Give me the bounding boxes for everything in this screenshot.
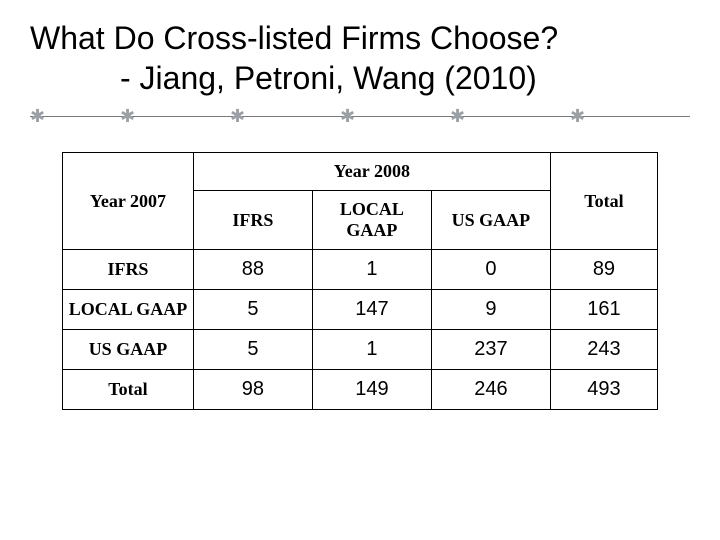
cell: 5	[193, 290, 312, 330]
cell: 149	[312, 370, 431, 410]
sub-col-header: IFRS	[193, 191, 312, 250]
table-row: US GAAP 5 1 237 243	[63, 330, 658, 370]
asterisk-icon: ✱	[450, 106, 465, 127]
row-group-header: Year 2007	[63, 153, 194, 250]
slide-title-block: What Do Cross-listed Firms Choose? - Jia…	[0, 0, 720, 106]
row-header: Total	[63, 370, 194, 410]
row-header: IFRS	[63, 250, 194, 290]
sub-col-header: US GAAP	[431, 191, 550, 250]
decorative-divider: ✱ ✱ ✱ ✱ ✱ ✱	[30, 110, 690, 124]
cell: 161	[550, 290, 657, 330]
cell: 98	[193, 370, 312, 410]
sub-col-header: LOCAL GAAP	[312, 191, 431, 250]
cell: 9	[431, 290, 550, 330]
title-line-1: What Do Cross-listed Firms Choose?	[30, 18, 690, 58]
row-header: US GAAP	[63, 330, 194, 370]
title-line-2: - Jiang, Petroni, Wang (2010)	[30, 58, 690, 98]
asterisk-icon: ✱	[30, 106, 45, 127]
table-header-row-1: Year 2007 Year 2008 Total	[63, 153, 658, 191]
cell: 0	[431, 250, 550, 290]
cell: 493	[550, 370, 657, 410]
asterisk-icon: ✱	[120, 106, 135, 127]
cell: 1	[312, 330, 431, 370]
cross-listed-table: Year 2007 Year 2008 Total IFRS LOCAL GAA…	[62, 152, 658, 410]
asterisk-icon: ✱	[230, 106, 245, 127]
cell: 243	[550, 330, 657, 370]
total-header: Total	[550, 153, 657, 250]
table-row: LOCAL GAAP 5 147 9 161	[63, 290, 658, 330]
cell: 5	[193, 330, 312, 370]
cell: 246	[431, 370, 550, 410]
asterisk-icon: ✱	[340, 106, 355, 127]
table-row: IFRS 88 1 0 89	[63, 250, 658, 290]
table-container: Year 2007 Year 2008 Total IFRS LOCAL GAA…	[0, 124, 720, 410]
cell: 147	[312, 290, 431, 330]
row-header: LOCAL GAAP	[63, 290, 194, 330]
cell: 89	[550, 250, 657, 290]
cell: 88	[193, 250, 312, 290]
cell: 1	[312, 250, 431, 290]
col-group-header: Year 2008	[193, 153, 550, 191]
cell: 237	[431, 330, 550, 370]
table-row-total: Total 98 149 246 493	[63, 370, 658, 410]
asterisk-icon: ✱	[570, 106, 585, 127]
